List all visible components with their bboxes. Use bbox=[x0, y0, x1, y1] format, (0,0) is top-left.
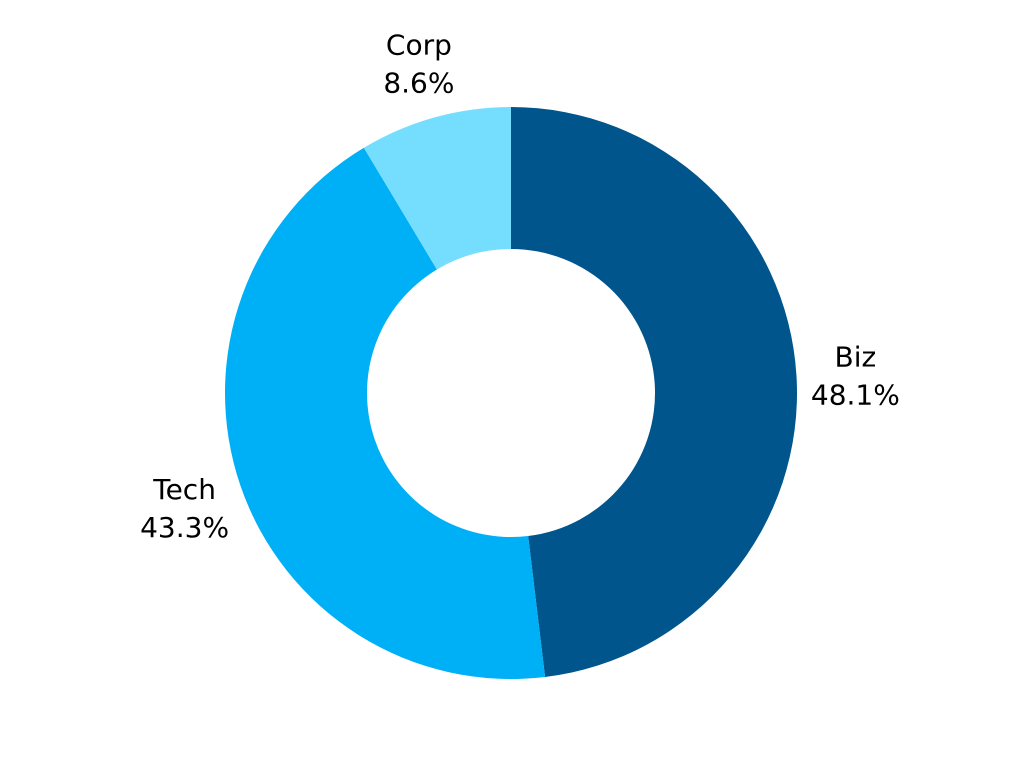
slice-label-tech: Tech bbox=[152, 473, 216, 506]
donut-slices bbox=[225, 107, 797, 679]
slice-value-corp: 8.6% bbox=[383, 67, 454, 100]
slice-value-biz: 48.1% bbox=[811, 378, 900, 411]
slice-value-tech: 43.3% bbox=[140, 511, 229, 544]
donut-labels: Biz 48.1% Tech 43.3% Corp 8.6% bbox=[140, 29, 900, 544]
slice-label-biz: Biz bbox=[835, 340, 877, 373]
slice-corp bbox=[363, 107, 511, 270]
slice-biz bbox=[511, 107, 797, 677]
slice-label-corp: Corp bbox=[386, 29, 452, 62]
slice-tech bbox=[225, 147, 546, 679]
